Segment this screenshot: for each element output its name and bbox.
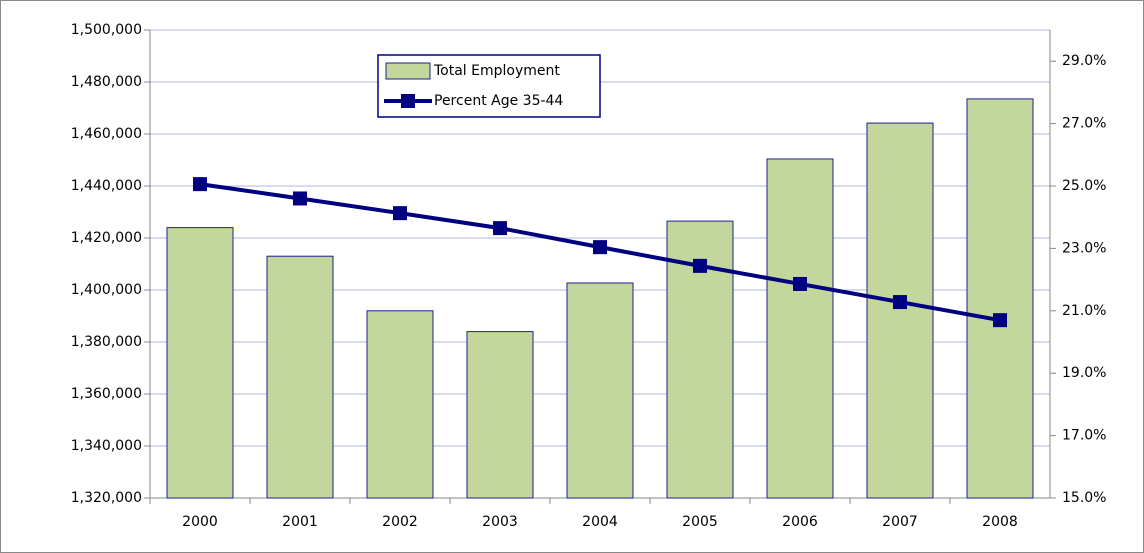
bar	[166, 227, 234, 499]
y2-tick-label: 29.0%	[1062, 53, 1106, 69]
x-tick-label: 2006	[782, 514, 818, 530]
x-tick-label: 2003	[482, 514, 518, 530]
x-tick-label: 2007	[882, 514, 918, 530]
y-tick-label: 1,360,000	[71, 386, 142, 402]
legend-marker	[401, 94, 415, 108]
marker	[393, 206, 407, 221]
y-tick-label: 1,440,000	[71, 178, 142, 194]
y-tick-label: 1,380,000	[71, 334, 142, 350]
bar	[266, 255, 334, 499]
marker	[493, 221, 507, 236]
x-tick-label: 2001	[282, 514, 318, 530]
y-tick-label: 1,320,000	[71, 490, 142, 506]
bar	[966, 98, 1034, 499]
y-tick-label: 1,340,000	[71, 438, 142, 454]
y2-tick-label: 21.0%	[1062, 303, 1106, 319]
x-tick-label: 2000	[182, 514, 218, 530]
bar	[566, 282, 634, 499]
y-tick-label: 1,420,000	[71, 230, 142, 246]
legend-label: Percent Age 35-44	[434, 93, 563, 109]
marker	[793, 276, 807, 291]
x-tick-label: 2004	[582, 514, 618, 530]
marker	[693, 258, 707, 273]
legend-label: Total Employment	[433, 63, 560, 79]
marker	[993, 313, 1007, 328]
y2-tick-label: 19.0%	[1062, 365, 1106, 381]
y-tick-label: 1,500,000	[71, 22, 142, 38]
marker	[293, 191, 307, 206]
bar	[466, 331, 534, 499]
x-tick-label: 2002	[382, 514, 418, 530]
legend-swatch	[385, 62, 431, 80]
y2-tick-label: 17.0%	[1062, 428, 1106, 444]
y2-tick-label: 23.0%	[1062, 240, 1106, 256]
y2-tick-label: 27.0%	[1062, 116, 1106, 132]
y-tick-label: 1,480,000	[71, 74, 142, 90]
x-tick-label: 2005	[682, 514, 718, 530]
y-tick-label: 1,400,000	[71, 282, 142, 298]
y2-tick-label: 25.0%	[1062, 178, 1106, 194]
bar	[366, 310, 434, 499]
y-tick-label: 1,460,000	[71, 126, 142, 142]
y2-tick-label: 15.0%	[1062, 490, 1106, 506]
marker	[893, 295, 907, 310]
marker	[593, 240, 607, 255]
bar	[766, 158, 834, 499]
bar	[866, 122, 934, 499]
marker	[193, 177, 207, 192]
x-tick-label: 2008	[982, 514, 1018, 530]
